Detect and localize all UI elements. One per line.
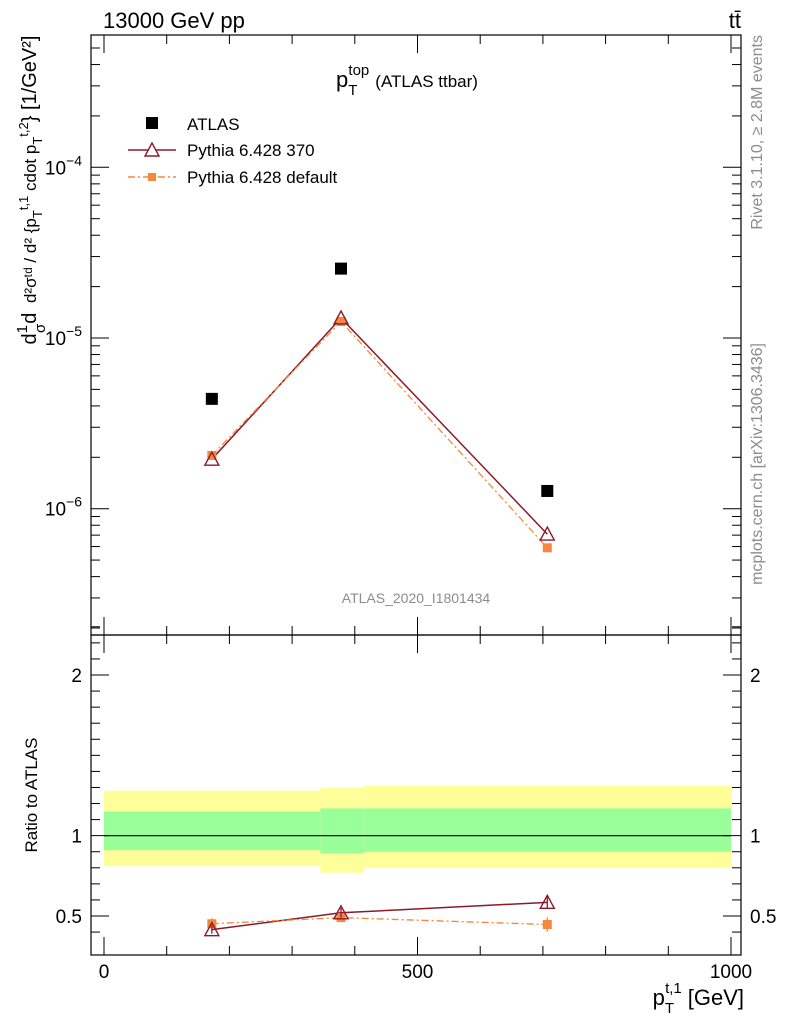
mcplots-label: mcplots.cern.ch [arXiv:1306.3436] (749, 343, 766, 585)
x-tick-label: 0 (99, 962, 110, 983)
main-point-atlas (335, 262, 348, 275)
ratio-axis-ticks (91, 626, 741, 955)
main-y-tick-labels: 10−6 10−5 10−4 (45, 152, 82, 520)
main-point-pythia-default (542, 543, 552, 553)
legend-pythia-default-label: Pythia 6.428 default (187, 168, 338, 187)
ratio-panel: 0.5 0.5 1 1 2 2 0 500 1000 Ratio to ATLAS (22, 626, 777, 983)
analysis-label: ATLAS_2020_I1801434 (342, 590, 491, 606)
legend: ATLAS Pythia 6.428 370 Pythia 6.428 defa… (128, 115, 338, 187)
ratio-y-tick-labels: 0.5 0.5 1 1 2 2 (56, 666, 777, 928)
ratio-uncertainty-bands (104, 785, 731, 873)
main-series-lines (211, 316, 548, 549)
main-point-atlas (205, 392, 218, 405)
ratio-frame (90, 634, 742, 956)
main-point-atlas (541, 484, 554, 497)
main-y-axis-label: d1σd d²σᵗᵈ / d² {pTt,1 cdot pTt,2} [1/Ge… (14, 36, 49, 345)
ratio-point-pythia-default (542, 920, 552, 930)
ratio-y-tick-label: 0.5 (56, 907, 82, 928)
legend-pythia-default-marker (148, 173, 156, 181)
main-axis-ticks (91, 35, 741, 635)
ratio-band-inner (364, 808, 731, 852)
ratio-y-tick-label: 1 (71, 827, 82, 848)
legend-pythia370-label: Pythia 6.428 370 (187, 141, 315, 160)
header-process: tt̄ (729, 8, 741, 33)
ratio-y-tick-label: 2 (71, 666, 82, 687)
main-point-pythia370 (332, 309, 350, 325)
ratio-band-inner (104, 811, 321, 851)
legend-pythia370-marker (143, 141, 161, 157)
x-tick-label: 500 (402, 962, 434, 983)
main-line-pythia370 (211, 316, 548, 535)
ratio-series-points (203, 893, 556, 937)
x-axis-label: pTt,1 [GeV] (653, 980, 744, 1017)
header-energy: 13000 GeV pp (103, 8, 245, 33)
ratio-y-tick-label-right: 0.5 (750, 907, 776, 928)
ratio-point-pythia370 (203, 921, 221, 937)
main-point-pythia-default (336, 316, 346, 326)
main-y-tick-label: 10−6 (45, 494, 82, 521)
ratio-y-axis-label: Ratio to ATLAS (22, 738, 41, 853)
ratio-band-inner (320, 808, 365, 854)
main-point-pythia370 (203, 450, 221, 466)
ratio-line-pythia370 (211, 901, 548, 931)
x-tick-label: 1000 (710, 962, 752, 983)
main-series-points (203, 262, 556, 553)
ratio-line-pythia-default (211, 916, 548, 926)
main-point-pythia370 (539, 525, 556, 541)
rivet-version-label: Rivet 3.1.10, ≥ 2.8M events (749, 35, 766, 230)
ratio-series-lines (211, 901, 548, 931)
chart-title: pTtop(ATLAS ttbar) (336, 62, 478, 99)
ratio-point-pythia370 (332, 904, 350, 920)
main-point-pythia-default (207, 450, 217, 460)
main-y-tick-label: 10−4 (45, 152, 82, 179)
ratio-y-tick-label-right: 1 (750, 827, 761, 848)
main-panel: 10−6 10−5 10−4 pTtop(ATLAS ttbar) ATLAS Py… (14, 34, 742, 636)
legend-atlas-marker (146, 117, 158, 129)
main-line-pythia-default (211, 320, 548, 549)
ratio-y-tick-label-right: 2 (750, 666, 761, 687)
legend-atlas-label: ATLAS (187, 115, 240, 134)
x-tick-labels: 0 500 1000 (99, 962, 752, 983)
ratio-point-pythia370 (539, 893, 556, 910)
main-y-tick-label: 10−5 (45, 323, 82, 350)
